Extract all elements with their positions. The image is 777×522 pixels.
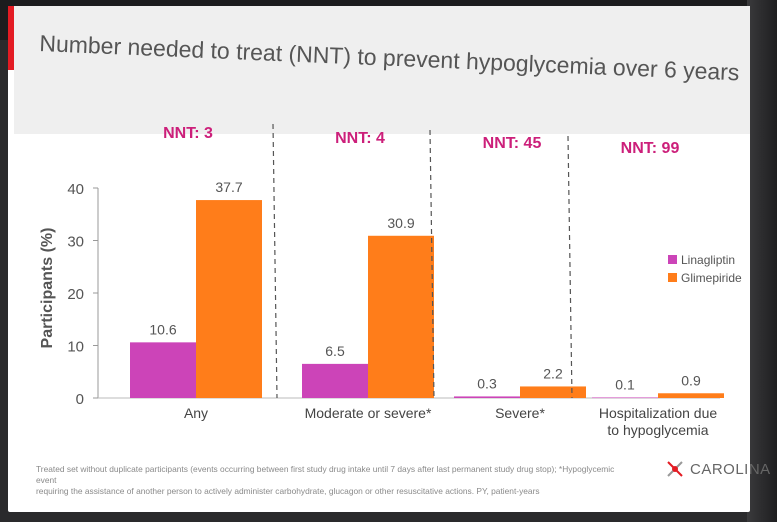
y-axis-label: Participants (%) <box>39 228 56 349</box>
legend-swatch <box>668 255 677 264</box>
data-label: 6.5 <box>325 343 345 359</box>
y-tick-label: 0 <box>76 391 84 408</box>
nnt-label: NNT: 4 <box>335 130 385 147</box>
accent-bar <box>8 6 14 70</box>
y-tick-label: 30 <box>67 234 84 251</box>
nnt-label: NNT: 45 <box>483 135 542 152</box>
title-band <box>14 6 750 134</box>
nnt-label: NNT: 3 <box>163 125 213 142</box>
bar-linagliptin <box>592 397 658 399</box>
x-category-label: Severe* <box>495 405 545 421</box>
carolina-logo: CAROLINA <box>664 458 771 480</box>
bar-glimepiride <box>196 200 262 398</box>
data-label: 0.9 <box>681 372 701 388</box>
x-category-label: Any <box>184 405 208 421</box>
legend-label: Glimepiride <box>681 271 742 285</box>
x-category-label: Hospitalization due <box>599 405 718 421</box>
x-category-label: Moderate or severe* <box>305 405 432 421</box>
footnote-line-1: Treated set without duplicate participan… <box>36 464 615 485</box>
bar-linagliptin <box>130 342 196 398</box>
x-category-label: to hypoglycemia <box>607 422 708 438</box>
data-label: 0.1 <box>615 376 635 392</box>
slide: Number needed to treat (NNT) to prevent … <box>8 6 770 512</box>
group-divider <box>567 135 573 399</box>
bar-linagliptin <box>454 396 520 398</box>
legend-label: Linagliptin <box>681 253 735 267</box>
bar-glimepiride <box>520 386 586 398</box>
nnt-label: NNT: 99 <box>621 140 680 157</box>
data-label: 0.3 <box>477 375 497 391</box>
group-divider <box>272 123 278 399</box>
room-wall <box>747 0 777 522</box>
y-tick-label: 40 <box>67 181 84 198</box>
bar-glimepiride <box>658 393 724 398</box>
data-label: 30.9 <box>387 215 414 231</box>
data-label: 37.7 <box>215 179 242 195</box>
y-tick-label: 20 <box>67 286 84 303</box>
legend-swatch <box>668 273 677 282</box>
bar-linagliptin <box>302 363 368 398</box>
footnote: Treated set without duplicate participan… <box>36 464 636 497</box>
data-label: 2.2 <box>543 365 563 381</box>
molecule-icon <box>667 461 683 477</box>
bar-glimepiride <box>368 235 434 398</box>
data-label: 10.6 <box>149 321 176 337</box>
logo-text: CAROLINA <box>690 460 771 478</box>
y-tick-label: 10 <box>67 339 84 356</box>
footnote-line-2: requiring the assistance of another pers… <box>36 486 540 496</box>
bar-chart: 0 10 20 30 40 Participants (%) 10.6 37.7 Any NNT:… <box>39 123 742 438</box>
